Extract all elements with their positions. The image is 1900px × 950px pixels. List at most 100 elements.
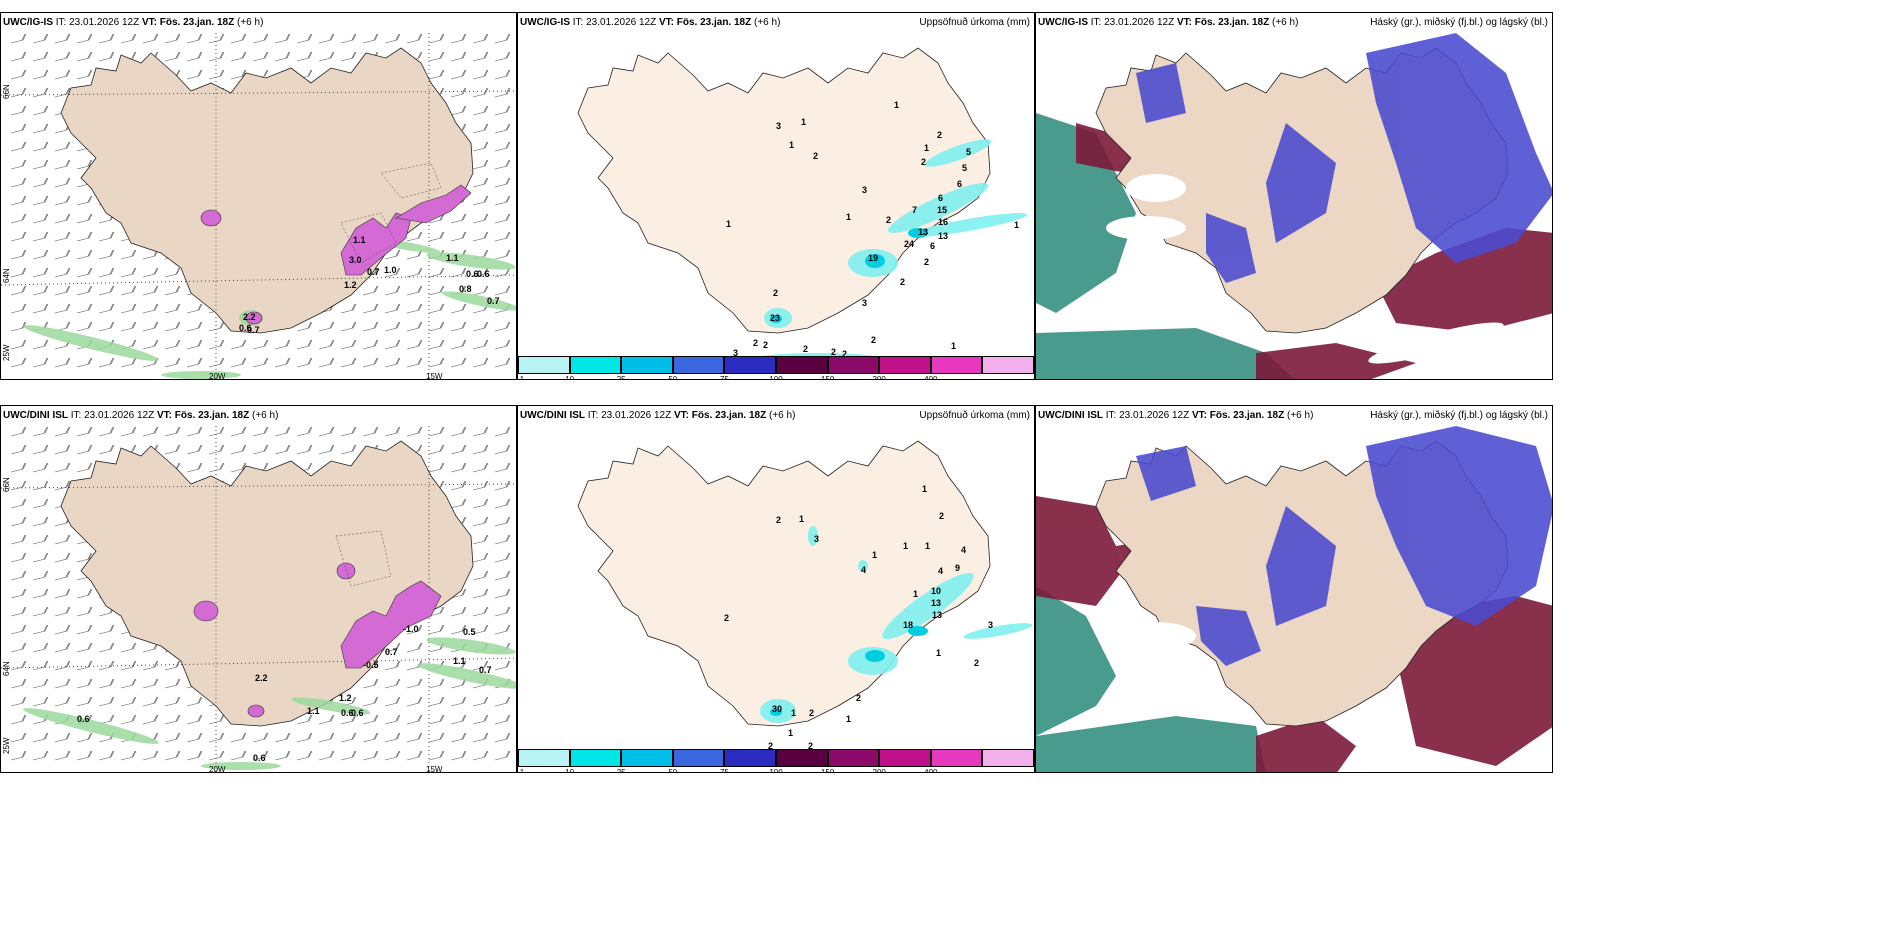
wind-barb	[494, 195, 511, 206]
wind-barb	[76, 642, 93, 653]
wind-barb	[296, 426, 313, 437]
wind-barb	[494, 426, 511, 437]
lon-label: 20W	[209, 765, 226, 773]
wind-barb	[406, 231, 423, 242]
value-label: 10	[931, 586, 941, 596]
wind-barb	[384, 642, 401, 653]
panel-clouds-dini: UWC/DINI ISL IT: 23.01.2026 12Z VT: Fös.…	[1035, 405, 1553, 773]
wind-barb	[120, 678, 137, 689]
wind-barb	[76, 660, 93, 671]
lon-label: 15W	[426, 372, 443, 380]
wind-barb	[340, 714, 357, 725]
wind-barb	[450, 624, 467, 635]
wind-barb	[54, 159, 71, 170]
value-label: 24	[904, 239, 914, 249]
precip-value-labels: 0.5 1.1 0.7 1.2 1.1 0.6 0.6 2.2 0.6 0.6 …	[77, 624, 492, 763]
value-label: 2	[813, 151, 818, 161]
value-label: 1	[1014, 220, 1019, 230]
wind-barb	[32, 534, 49, 545]
wind-barb	[384, 750, 401, 761]
wind-barb	[164, 321, 181, 332]
wind-barb	[54, 426, 71, 437]
wind-barb	[10, 534, 27, 545]
wind-barb	[472, 213, 489, 224]
wind-barb	[274, 339, 291, 350]
wind-barb	[494, 33, 511, 44]
lon-label: 25W	[2, 344, 11, 361]
wind-barb	[450, 267, 467, 278]
map-precip-dini[interactable]: 1 2 2 1 3 1 1 1 4 4 4 9 10 13 13 18 1 1 …	[518, 406, 1035, 751]
wind-barb	[54, 285, 71, 296]
wind-barb	[10, 606, 27, 617]
wind-barb	[472, 321, 489, 332]
wind-barb	[406, 678, 423, 689]
wind-barb	[494, 69, 511, 80]
wind-barb	[472, 141, 489, 152]
map-clouds-dini[interactable]	[1036, 406, 1553, 773]
wind-barb	[76, 303, 93, 314]
map-wind-igis[interactable]: 1.1 0.6 0.6 0.8 0.7 1.0 0.7 1.2 2.2 0.6 …	[1, 13, 517, 380]
wind-barb	[494, 285, 511, 296]
wind-barb	[164, 303, 181, 314]
value-label: 2	[776, 515, 781, 525]
wind-barb	[450, 231, 467, 242]
wind-barb	[120, 660, 137, 671]
map-clouds-igis[interactable]	[1036, 13, 1553, 380]
wind-barb	[472, 267, 489, 278]
wind-barb	[362, 732, 379, 743]
lon-label: 20W	[209, 372, 226, 380]
map-wind-dini[interactable]: 0.5 1.1 0.7 1.2 1.1 0.6 0.6 2.2 0.6 0.6 …	[1, 406, 517, 773]
panel-subtitle: Háský (gr.), miðský (fj.bl.) og lágský (…	[1370, 410, 1548, 421]
value-label: 1	[894, 100, 899, 110]
wind-barb	[98, 624, 115, 635]
value-label: 15	[937, 205, 947, 215]
wind-barb	[472, 480, 489, 491]
wind-barb	[10, 462, 27, 473]
wind-barb	[120, 267, 137, 278]
wind-barb	[98, 51, 115, 62]
colorbar-segment	[672, 356, 725, 374]
low-cloud	[1136, 33, 1552, 283]
wind-barb	[428, 69, 445, 80]
wind-barb	[340, 750, 357, 761]
wind-barb	[450, 444, 467, 455]
wind-barb	[428, 444, 445, 455]
wind-barb	[32, 267, 49, 278]
colorbar-tick: 50	[668, 768, 678, 773]
wind-barb	[252, 339, 269, 350]
colorbar-segment	[569, 356, 622, 374]
wind-barb	[274, 732, 291, 743]
wind-barb	[98, 267, 115, 278]
value-label: 2	[871, 335, 876, 345]
wind-barb	[428, 714, 445, 725]
wind-barb	[340, 303, 357, 314]
colorbar-tick: 75	[719, 768, 729, 773]
colorbar-segment	[621, 356, 673, 374]
wind-barb	[472, 159, 489, 170]
wind-barb	[406, 624, 423, 635]
wind-barb	[164, 285, 181, 296]
wind-barb	[450, 357, 467, 368]
colorbar-segment	[518, 356, 570, 374]
wind-barb	[32, 750, 49, 761]
wind-barb	[32, 498, 49, 509]
wind-barb	[10, 51, 27, 62]
colorbar-tick: 50	[668, 375, 678, 380]
wind-barb	[340, 357, 357, 368]
wind-barb	[32, 231, 49, 242]
wind-barb	[10, 588, 27, 599]
precip-value-labels: 1 1 3 1 2 2 1 2 5 5 6 6 3 1 15 16 13 7 2…	[726, 100, 1019, 358]
value-label: 0.7	[487, 296, 500, 306]
map-precip-igis[interactable]: 1 1 3 1 2 2 1 2 5 5 6 6 3 1 15 16 13 7 2…	[518, 13, 1035, 358]
colorbar-segment	[930, 356, 983, 374]
wind-barb	[10, 357, 27, 368]
wind-barb	[186, 696, 203, 707]
wind-barb	[472, 444, 489, 455]
wind-barb	[142, 321, 159, 332]
wind-barb	[208, 732, 225, 743]
wind-barb	[54, 231, 71, 242]
wind-barb	[362, 321, 379, 332]
precip-cyan-core	[770, 626, 928, 716]
value-label: 1.1	[446, 253, 459, 263]
value-label: 2	[921, 157, 926, 167]
